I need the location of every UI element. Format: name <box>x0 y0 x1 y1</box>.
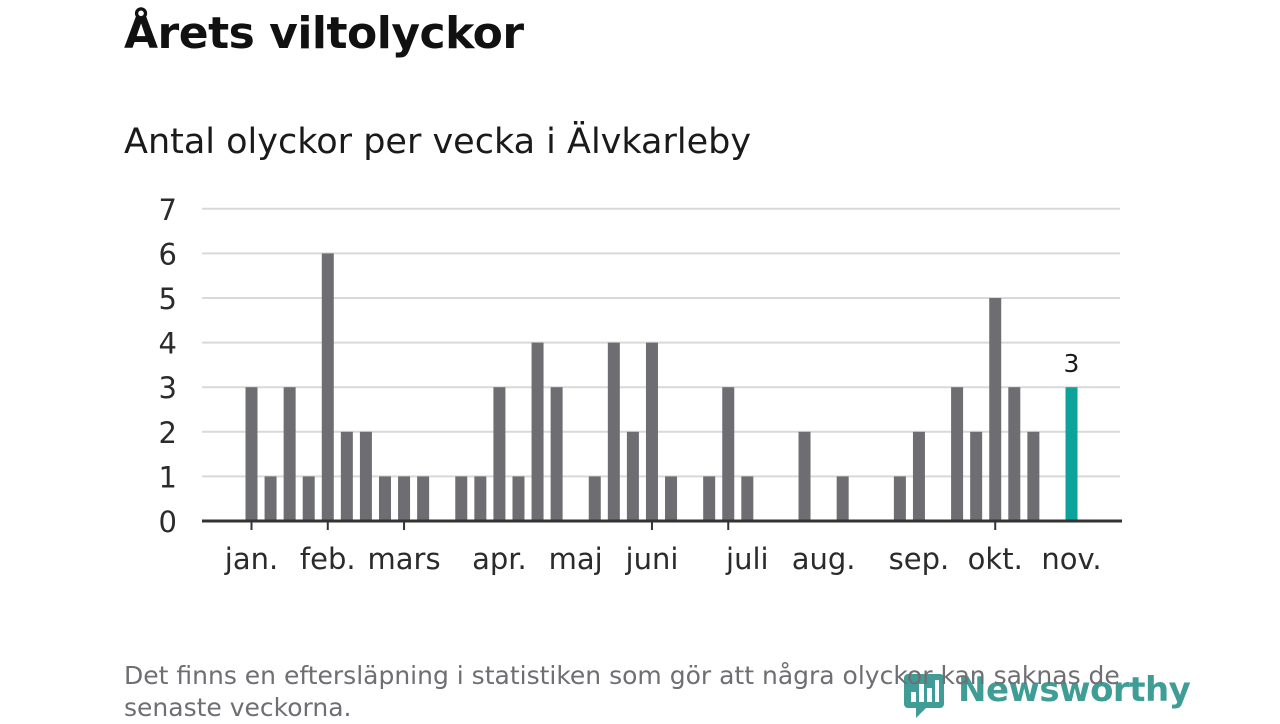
bar-week-40 <box>989 298 1002 521</box>
bar-week-14 <box>493 387 506 521</box>
bar-chart: 0 1 2 3 4 5 6 7 jan. feb. mars apr. maj juni juli aug.… <box>159 193 1122 576</box>
y-tick-label: 7 <box>159 193 177 227</box>
bar-week-3 <box>283 387 296 521</box>
month-label-aug: aug. <box>792 542 856 576</box>
bar-week-20 <box>607 342 620 521</box>
x-axis <box>202 519 1122 530</box>
bar-week-42 <box>1027 431 1040 521</box>
bar-week-23 <box>665 476 678 521</box>
bar-week-41 <box>1008 387 1021 521</box>
bar-week-15 <box>512 476 525 521</box>
bar-week-32 <box>836 476 849 521</box>
month-label-maj: maj <box>549 542 603 576</box>
month-label-nov: nov. <box>1041 542 1101 576</box>
y-tick-label: 0 <box>159 505 177 539</box>
bar-week-6 <box>340 431 353 521</box>
bar-week-13 <box>474 476 487 521</box>
footnote: Det finns en eftersläpning i statistiken… <box>124 661 1120 722</box>
bar-week-4 <box>302 476 315 521</box>
gridlines <box>202 207 1120 478</box>
y-tick-label: 5 <box>159 282 177 316</box>
bar-week-10 <box>417 476 430 521</box>
bar-week-35 <box>893 476 906 521</box>
y-tick-label: 1 <box>159 460 177 494</box>
bar-week-7 <box>359 431 372 521</box>
bar-week-5 <box>321 253 334 521</box>
bar-week-26 <box>722 387 735 521</box>
bar-week-36 <box>912 431 925 521</box>
bars <box>245 253 1078 521</box>
month-label-sep: sep. <box>889 542 950 576</box>
month-label-jan: jan. <box>224 542 278 576</box>
month-label-apr: apr. <box>472 542 527 576</box>
y-tick-label: 6 <box>159 237 177 271</box>
bar-week-12 <box>455 476 468 521</box>
chart-title: Årets viltolyckor <box>124 8 524 59</box>
bar-week-38 <box>951 387 964 521</box>
newsworthy-logo-icon <box>904 674 944 718</box>
bar-week-17 <box>550 387 563 521</box>
bar-week-2 <box>264 476 277 521</box>
bar-week-44 <box>1065 387 1078 521</box>
month-label-feb: feb. <box>300 542 356 576</box>
bar-week-25 <box>703 476 716 521</box>
chart-subtitle: Antal olyckor per vecka i Älvkarleby <box>124 122 752 162</box>
brand-logo: Newsworthy <box>902 668 1191 720</box>
bar-week-30 <box>798 431 811 521</box>
bar-week-21 <box>626 431 639 521</box>
bar-week-9 <box>398 476 411 521</box>
y-axis-labels: 0 1 2 3 4 5 6 7 <box>159 193 177 539</box>
month-label-okt: okt. <box>968 542 1023 576</box>
bar-week-27 <box>741 476 754 521</box>
bar-week-19 <box>588 476 601 521</box>
annotations: 3 <box>1064 349 1080 378</box>
bar-week-1 <box>245 387 258 521</box>
highlight-value-label: 3 <box>1064 349 1080 378</box>
bar-week-22 <box>645 342 658 521</box>
y-tick-label: 2 <box>159 416 177 450</box>
bar-week-16 <box>531 342 544 521</box>
y-tick-label: 3 <box>159 371 177 405</box>
month-label-mars: mars <box>368 542 441 576</box>
brand-name: Newsworthy <box>958 670 1191 710</box>
month-label-juni: juni <box>625 542 679 576</box>
month-label-juli: juli <box>725 542 769 576</box>
bar-week-39 <box>970 431 983 521</box>
y-tick-label: 4 <box>159 327 177 361</box>
x-axis-labels: jan. feb. mars apr. maj juni juli aug. sep. okt. n… <box>224 542 1102 576</box>
bar-week-8 <box>378 476 391 521</box>
